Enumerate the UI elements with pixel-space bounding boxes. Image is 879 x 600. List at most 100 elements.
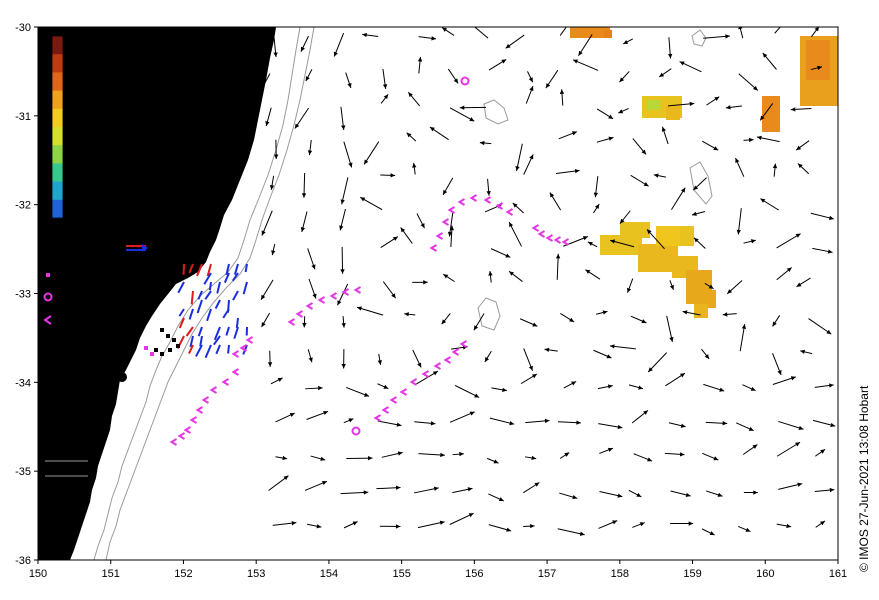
current-arrow: [559, 27, 567, 36]
hf-radar-vector: [225, 326, 230, 336]
current-arrow: [417, 56, 423, 74]
gsl-scale-arrow: [132, 175, 152, 181]
drifter-tracks: [169, 194, 570, 446]
current-arrow: [449, 512, 474, 525]
current-arrow: [667, 101, 695, 107]
current-arrow: [525, 85, 534, 104]
drifter-marker: [169, 438, 178, 446]
hf-radar-vector: [206, 263, 212, 277]
colorbar-swatch: [52, 90, 63, 110]
land-australia: [38, 27, 276, 560]
current-arrow: [305, 69, 313, 82]
current-arrows: [256, 27, 836, 536]
current-arrow: [359, 196, 383, 211]
current-arrow: [599, 447, 614, 454]
current-arrow: [593, 176, 599, 198]
current-arrow: [345, 72, 352, 89]
current-arrow: [736, 208, 742, 235]
y-tick-label: -31: [15, 111, 31, 123]
current-arrow: [796, 277, 811, 288]
current-arrow: [377, 383, 389, 390]
hf-radar-vector: [196, 263, 203, 277]
colorbar-swatch: [52, 108, 63, 128]
current-arrow: [479, 140, 492, 146]
drifter-marker: [317, 296, 326, 304]
drifter-marker: [545, 234, 554, 242]
current-arrow: [544, 347, 558, 352]
drifter-marker: [221, 378, 230, 386]
current-arrow: [400, 227, 413, 244]
x-tick-label: 152: [174, 568, 192, 580]
current-arrow: [670, 521, 694, 526]
current-arrow: [356, 306, 384, 316]
hf-radar-vector: [233, 326, 239, 339]
current-arrow: [343, 141, 353, 168]
current-arrow: [774, 27, 781, 34]
current-arrow: [665, 372, 686, 387]
drifter-marker: [201, 396, 210, 404]
current-arrow: [705, 490, 723, 497]
current-arrow: [743, 137, 754, 143]
current-arrow: [800, 349, 813, 355]
current-arrow: [619, 71, 630, 83]
current-arrow: [382, 281, 397, 299]
current-arrow: [545, 69, 559, 89]
x-tick-label: 153: [247, 568, 265, 580]
y-axis: -30 -31 -32 -33 -34 -35 -36: [15, 22, 38, 567]
y-tick-label: -30: [15, 22, 31, 34]
current-arrow: [524, 455, 537, 461]
current-arrow: [632, 138, 647, 155]
contour-1000m: [105, 27, 315, 560]
drifter-marker: [469, 194, 478, 202]
current-arrow: [333, 32, 345, 57]
current-arrow: [489, 417, 515, 426]
current-arrow: [669, 280, 674, 291]
current-arrow: [442, 177, 454, 196]
hf-radar-vector: [204, 344, 212, 359]
current-arrow: [797, 163, 810, 175]
current-arrow: [772, 163, 778, 177]
current-arrow: [377, 353, 382, 365]
current-arrow: [627, 278, 634, 293]
seamount-contour: [691, 29, 707, 47]
current-arrow: [256, 73, 271, 98]
drifter-marker: [429, 244, 438, 252]
argo-marker[interactable]: [460, 76, 470, 86]
current-arrow: [742, 384, 756, 392]
hf-radar-vector: [188, 308, 194, 320]
x-tick-label: 154: [320, 568, 338, 580]
current-arrow: [622, 38, 633, 45]
colorbar-tick-label: 20: [67, 86, 79, 98]
current-arrow: [628, 489, 642, 498]
current-arrow: [273, 36, 278, 58]
current-arrow: [273, 139, 279, 160]
drifter-marker: [209, 386, 218, 394]
current-arrow: [272, 521, 297, 526]
current-arrow: [412, 162, 417, 175]
current-arrow: [304, 480, 328, 491]
current-arrow: [812, 247, 833, 254]
current-arrow: [668, 422, 686, 428]
current-arrow: [515, 143, 523, 171]
current-arrow: [597, 384, 613, 390]
current-arrow: [441, 27, 455, 36]
hf-radar-vector: [190, 290, 194, 305]
current-arrow: [310, 455, 326, 461]
current-arrow: [449, 107, 475, 122]
hf-radar-vector: [216, 281, 221, 294]
sydney-marker: [117, 372, 127, 382]
gsl-legend-line3: 0.5m/s (1kt 12h): [125, 160, 204, 172]
current-arrow: [339, 208, 346, 231]
x-tick-label: 157: [538, 568, 556, 580]
current-arrow: [596, 108, 614, 120]
drifter-marker: [409, 378, 418, 386]
colorbar-tick-label: 23: [67, 31, 79, 43]
current-arrow: [486, 178, 491, 196]
current-arrow: [632, 522, 645, 528]
drifter-marker: [441, 218, 450, 226]
current-arrow: [703, 34, 730, 39]
drifter-marker: [561, 238, 570, 246]
argo-marker[interactable]: [351, 426, 361, 436]
current-arrow: [302, 316, 307, 328]
current-arrow: [742, 444, 758, 455]
